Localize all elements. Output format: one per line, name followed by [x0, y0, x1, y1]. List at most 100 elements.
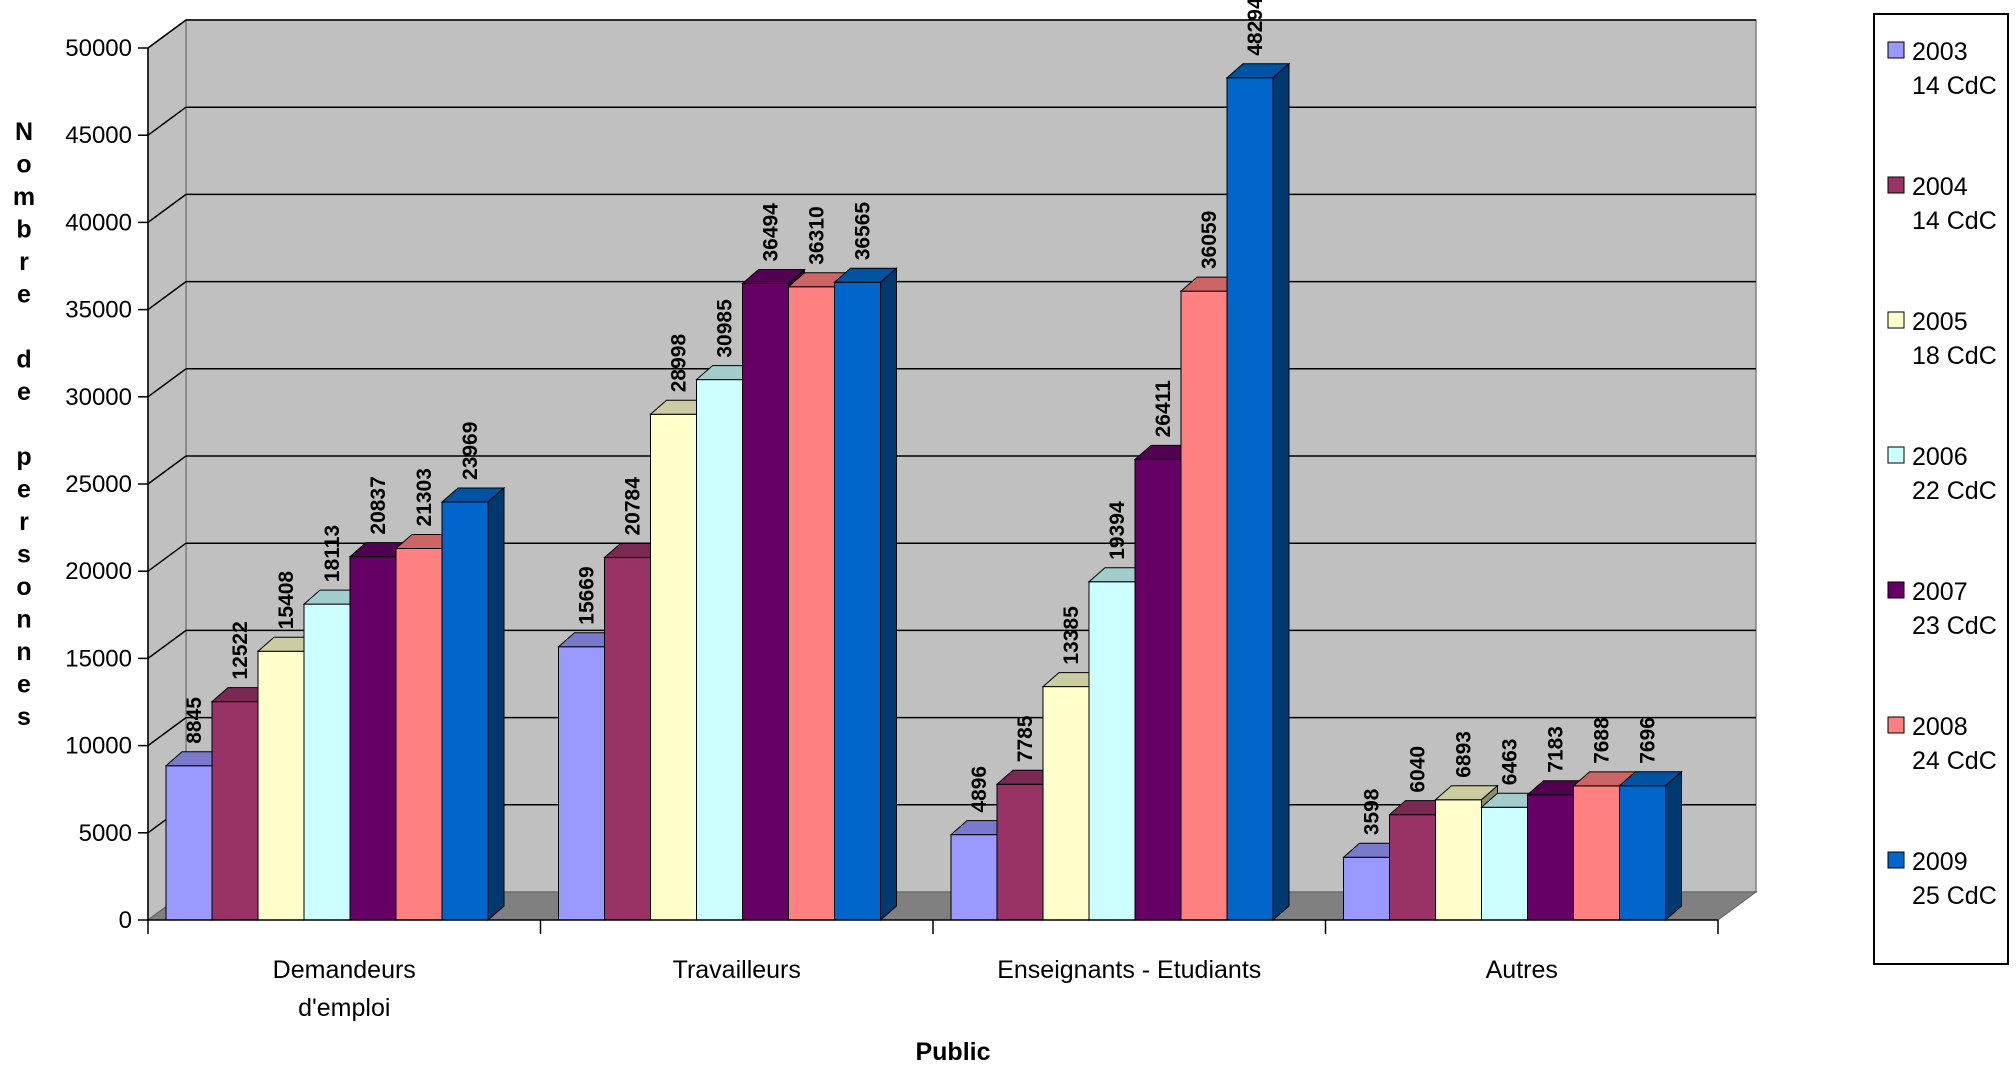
data-label: 7696: [1637, 717, 1660, 764]
data-label: 19394: [1106, 501, 1129, 560]
data-label: 8845: [183, 697, 206, 744]
data-label: 15408: [275, 571, 298, 630]
bar: [1042, 686, 1090, 921]
bar: [211, 701, 259, 921]
legend-label: 2007: [1912, 578, 1968, 606]
legend-item: 2005 18 CdC: [1887, 308, 1997, 370]
bar: [257, 650, 305, 921]
y-tick-label: 40000: [65, 209, 132, 236]
data-label: 7785: [1014, 715, 1037, 762]
y-tick-label: 10000: [65, 733, 132, 760]
legend-label: 2006: [1912, 443, 1968, 471]
y-axis-title-letter: r: [19, 508, 29, 536]
legend-swatch: [1887, 716, 1905, 734]
y-axis-title-letter: d: [16, 346, 31, 374]
gridline-side: [147, 280, 187, 311]
data-label: 28998: [668, 334, 691, 393]
axes: 0 5000 10000 15000 20000 25000 30000 35000 40000…: [13, 35, 1719, 1066]
legend-label: 2005: [1912, 308, 1968, 336]
bar: [1226, 77, 1274, 921]
x-tick-label: Travailleurs: [673, 956, 801, 984]
bar: [742, 283, 789, 921]
legend-item: 2008 24 CdC: [1887, 713, 1997, 775]
data-label: 6463: [1499, 739, 1522, 786]
gridline-side: [147, 542, 187, 572]
legend-label: 2004: [1912, 173, 1968, 201]
gridline-side: [147, 368, 187, 398]
x-tick-label: Enseignants - Etudiants: [997, 956, 1261, 984]
bar-side: [1665, 770, 1682, 922]
x-tick-label: Demandeurs: [273, 956, 416, 984]
bar: [1573, 785, 1620, 921]
bar: [303, 603, 351, 921]
y-axis-title-letter: e: [17, 378, 31, 406]
y-axis-title-letter: o: [16, 151, 31, 179]
y-tick-label: 30000: [65, 384, 132, 411]
bar-side: [1272, 62, 1290, 922]
bars: [164, 62, 1683, 922]
data-label: 21303: [413, 468, 436, 526]
y-axis-title-letter: p: [16, 443, 31, 471]
gridline-side: [147, 716, 187, 747]
y-axis-title-letter: e: [17, 476, 31, 504]
legend-box: [1873, 13, 2009, 965]
y-tick-label: 35000: [65, 297, 132, 324]
data-label: 30985: [714, 299, 737, 358]
y-tick-label: 25000: [65, 471, 132, 498]
legend-item: 2007 23 CdC: [1887, 578, 1997, 640]
legend-label: 2009: [1912, 848, 1968, 876]
gridline-side: [147, 106, 187, 136]
legend-label-line2: 24 CdC: [1912, 747, 1997, 775]
data-label: 36494: [760, 203, 783, 262]
legend-swatch: [1887, 446, 1905, 464]
legend-label-line2: 18 CdC: [1912, 342, 1997, 370]
data-label: 48294: [1244, 0, 1267, 56]
x-tick-label-line2: d'emploi: [298, 994, 390, 1022]
legend-label-line2: 22 CdC: [1912, 477, 1997, 505]
bar: [1527, 794, 1574, 921]
bar: [1343, 856, 1390, 921]
gridline-side: [147, 19, 187, 49]
data-label: 18113: [321, 525, 344, 582]
bar: [165, 765, 213, 921]
bar: [1088, 581, 1136, 921]
data-label: 36059: [1198, 211, 1221, 269]
value-labels: 8845 12522 15408 18113 20837 21303 23969 15669 2…: [183, 0, 1660, 835]
gridline-side: [147, 193, 187, 224]
gridline-side: [147, 455, 187, 485]
data-label: 13385: [1060, 606, 1083, 665]
legend-label: 2003: [1912, 38, 1968, 66]
y-axis-title-letter: s: [17, 703, 31, 731]
legend-item: 2006 22 CdC: [1887, 443, 1997, 505]
bar: [788, 286, 835, 921]
bar: [604, 557, 651, 921]
legend-item: 2003 14 CdC: [1887, 38, 1997, 100]
bar: [1134, 458, 1182, 921]
data-label: 26411: [1152, 380, 1175, 438]
bar: [558, 646, 605, 921]
bar: [1180, 290, 1228, 921]
data-label: 7183: [1545, 726, 1568, 773]
legend-label-line2: 14 CdC: [1912, 207, 1997, 235]
y-tick-label: 50000: [65, 35, 132, 62]
y-axis-title-letter: n: [16, 638, 31, 666]
data-label: 6893: [1453, 731, 1476, 778]
y-tick-label: 45000: [65, 122, 132, 149]
legend-label-line2: 14 CdC: [1912, 72, 1997, 100]
bar: [1619, 785, 1666, 921]
data-label: 36565: [852, 202, 875, 261]
bar: [996, 783, 1044, 921]
y-axis-title-letter: m: [13, 183, 35, 211]
bar: [1435, 799, 1482, 921]
y-axis-title-letter: r: [19, 248, 29, 276]
y-tick-label: 15000: [65, 645, 132, 672]
legend-swatch: [1887, 581, 1905, 599]
legend-swatch: [1887, 851, 1905, 869]
legend-label-line2: 25 CdC: [1912, 882, 1997, 910]
y-axis-title-letter: e: [17, 671, 31, 699]
y-axis-title-letter: s: [17, 541, 31, 569]
data-label: 23969: [459, 422, 482, 480]
legend-swatch: [1887, 311, 1905, 329]
